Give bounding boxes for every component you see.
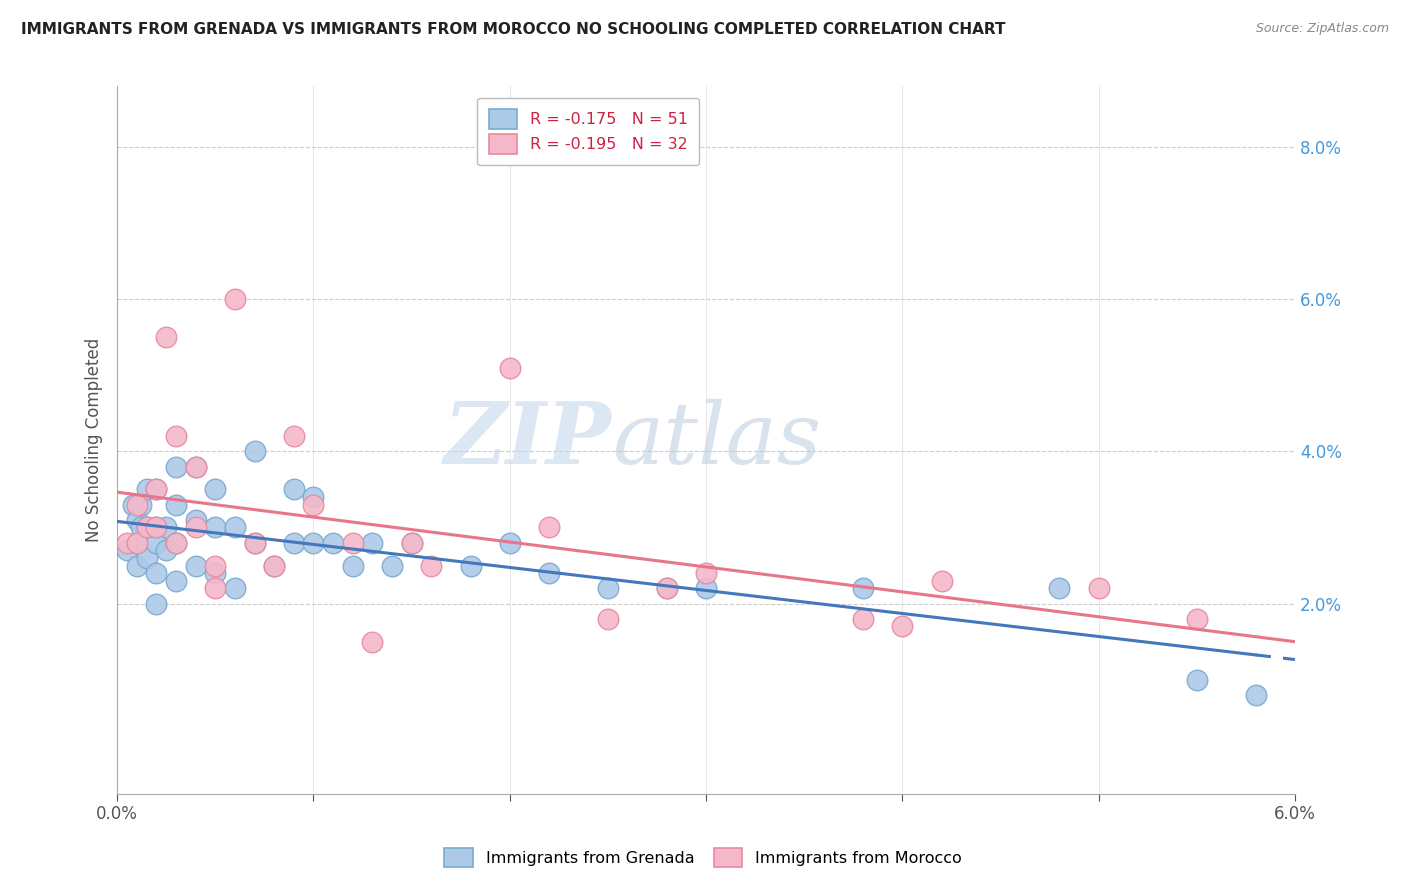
Point [695,582,717,596]
Point [184,513,207,527]
Point [204,582,226,596]
Point [537,520,560,534]
Point [165,574,187,588]
Point [302,498,325,512]
Y-axis label: No Schooling Completed: No Schooling Completed [86,338,103,542]
Point [302,535,325,549]
Point [135,550,157,565]
Point [243,444,266,458]
Legend: R = -0.175   N = 51, R = -0.195   N = 32: R = -0.175 N = 51, R = -0.195 N = 32 [478,98,699,165]
Point [224,520,246,534]
Point [1047,582,1070,596]
Point [283,483,305,497]
Point [224,582,246,596]
Point [381,558,404,573]
Point [155,543,177,558]
Point [135,520,157,534]
Point [165,498,187,512]
Point [931,574,953,588]
Point [145,535,167,549]
Point [122,498,145,512]
Point [145,520,167,534]
Point [283,429,305,443]
Point [302,490,325,504]
Point [499,535,522,549]
Text: ZIP: ZIP [444,398,612,482]
Text: atlas: atlas [612,399,821,482]
Point [420,558,443,573]
Point [852,612,875,626]
Point [135,520,157,534]
Point [135,483,157,497]
Point [283,535,305,549]
Point [125,558,148,573]
Point [165,535,187,549]
Point [852,582,875,596]
Point [596,582,619,596]
Point [322,535,344,549]
Point [145,520,167,534]
Point [125,535,148,549]
Point [145,597,167,611]
Point [204,566,226,581]
Point [125,535,148,549]
Text: Source: ZipAtlas.com: Source: ZipAtlas.com [1256,22,1389,36]
Point [655,582,678,596]
Point [115,535,138,549]
Point [596,612,619,626]
Point [165,535,187,549]
Point [1087,582,1109,596]
Point [1185,612,1208,626]
Point [891,619,914,633]
Point [537,566,560,581]
Point [460,558,482,573]
Point [204,520,226,534]
Point [1185,673,1208,687]
Point [695,566,717,581]
Point [125,498,148,512]
Point [145,483,167,497]
Point [145,566,167,581]
Point [184,459,207,474]
Point [243,535,266,549]
Point [263,558,285,573]
Point [204,558,226,573]
Point [224,293,246,307]
Point [115,543,138,558]
Point [184,459,207,474]
Point [204,483,226,497]
Point [165,459,187,474]
Point [401,535,423,549]
Point [125,513,148,527]
Point [1244,688,1267,702]
Point [129,520,152,534]
Point [342,558,364,573]
Point [655,582,678,596]
Point [184,520,207,534]
Point [401,535,423,549]
Point [361,535,384,549]
Point [129,498,152,512]
Legend: Immigrants from Grenada, Immigrants from Morocco: Immigrants from Grenada, Immigrants from… [434,838,972,877]
Point [263,558,285,573]
Point [499,360,522,375]
Point [342,535,364,549]
Point [165,429,187,443]
Point [155,330,177,344]
Point [155,520,177,534]
Point [145,483,167,497]
Point [243,535,266,549]
Point [184,558,207,573]
Text: IMMIGRANTS FROM GRENADA VS IMMIGRANTS FROM MOROCCO NO SCHOOLING COMPLETED CORREL: IMMIGRANTS FROM GRENADA VS IMMIGRANTS FR… [21,22,1005,37]
Point [361,634,384,648]
